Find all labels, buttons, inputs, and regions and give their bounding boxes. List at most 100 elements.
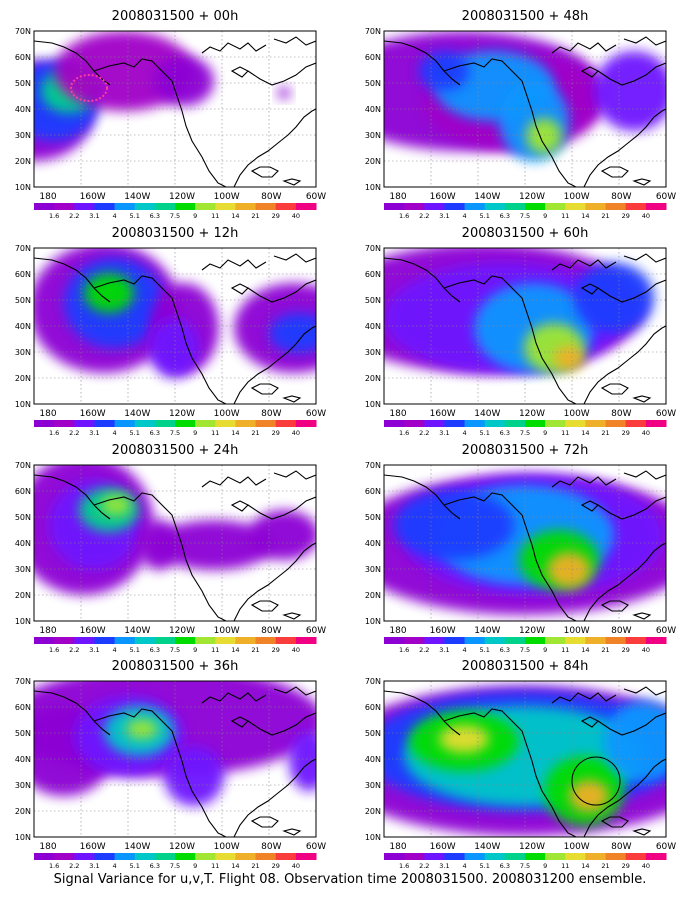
colorbar-swatch (114, 853, 136, 860)
colorbar-label: 14 (231, 862, 239, 870)
colorbar-label: 9 (543, 429, 547, 437)
lon-tick-label: 100W (214, 409, 240, 419)
colorbar-swatch (54, 637, 75, 644)
coastlines (34, 686, 316, 837)
colorbar-swatch (235, 853, 257, 860)
map-panel: 2008031500 + 48h 70N 60N 50N 40N 30N 20N 10N 180… (365, 9, 676, 220)
colorbar-swatch (484, 637, 506, 644)
colorbar-swatch (585, 203, 607, 210)
colorbar-label: 11 (211, 646, 219, 654)
variance-contour (84, 273, 134, 313)
colorbar-swatch (175, 420, 196, 427)
coastline (247, 279, 316, 303)
coastline (632, 178, 652, 186)
colorbar-label: 11 (561, 212, 569, 220)
colorbar-label: 21 (251, 862, 259, 870)
coastline (597, 496, 666, 520)
colorbar-label: 7.5 (170, 429, 180, 437)
map-panel: 2008031500 + 36h 70N 60N 50N 40N 30N 20N 10N 180… (15, 659, 326, 870)
colorbar-swatch (565, 203, 586, 210)
lon-tick-label: 80W (261, 626, 281, 636)
colorbar-swatch (114, 203, 136, 210)
lat-tick-label: 30N (365, 781, 381, 790)
colorbar-swatch (34, 203, 55, 210)
colorbar-label: 4 (463, 212, 467, 220)
lon-tick-label: 100W (564, 626, 590, 636)
coastline (282, 395, 302, 403)
colorbar-swatch (275, 637, 297, 644)
variance-contour (164, 746, 224, 806)
colorbar-swatch (645, 420, 667, 427)
grid-lines (384, 465, 666, 621)
colorbar-swatch (404, 637, 425, 644)
lat-tick-label: 30N (365, 131, 381, 140)
colorbar: 1.6 2.2 3.1 4 5.1 6.3 7.5 9 11 14 21 29 40 (384, 853, 667, 870)
colorbar-label: 7.5 (170, 862, 180, 870)
colorbar-swatch (235, 420, 257, 427)
colorbar-label: 6.3 (150, 646, 160, 654)
colorbar-label: 40 (292, 212, 300, 220)
colorbar-swatch (504, 420, 526, 427)
grid-lines (34, 681, 316, 837)
lat-tick-label: 50N (15, 296, 31, 305)
map-frame (33, 247, 317, 405)
colorbar-swatch (154, 637, 176, 644)
lon-tick-label: 60W (656, 842, 676, 852)
colorbar-swatch (154, 203, 176, 210)
colorbar-label: 29 (622, 429, 630, 437)
colorbar-swatch (134, 637, 156, 644)
colorbar-label: 4 (113, 212, 117, 220)
variance-contour (394, 490, 514, 560)
coastline (443, 275, 577, 404)
coastline (34, 257, 111, 303)
colorbar-label: 29 (272, 212, 280, 220)
colorbar-label: 2.2 (419, 646, 429, 654)
lon-tick-label: 100W (564, 192, 590, 202)
colorbar-label: 14 (231, 212, 239, 220)
colorbar-swatch (585, 420, 607, 427)
grid-lines (384, 681, 666, 837)
colorbar-swatch (565, 637, 586, 644)
variance-contour (154, 520, 274, 570)
coastline (233, 325, 316, 404)
lon-tick-label: 120W (519, 842, 545, 852)
lat-tick-label: 30N (15, 565, 31, 574)
colorbar-swatch (404, 203, 425, 210)
lat-tick-label: 60N (15, 270, 31, 279)
lon-tick-label: 120W (169, 626, 195, 636)
lon-tick-label: 160W (430, 842, 456, 852)
lon-tick-label: 140W (124, 192, 150, 202)
colorbar: 1.6 2.2 3.1 4 5.1 6.3 7.5 9 11 14 21 29 40 (34, 420, 317, 437)
coastline (597, 712, 666, 736)
coastline (443, 492, 577, 621)
colorbar-label: 3.1 (89, 646, 99, 654)
lon-tick-label: 120W (519, 192, 545, 202)
colorbar-label: 5.1 (480, 646, 490, 654)
lon-tick-label: 80W (611, 409, 631, 419)
coastline (233, 758, 316, 837)
lat-tick-label: 60N (15, 53, 31, 62)
lat-tick-label: 60N (365, 270, 381, 279)
lon-tick-label: 180 (389, 626, 406, 636)
colorbar: 1.6 2.2 3.1 4 5.1 6.3 7.5 9 11 14 21 29 40 (34, 203, 317, 220)
colorbar-swatch (154, 420, 176, 427)
map-panel: 2008031500 + 12h 70N 60N 50N 40N 30N 20N 10N 180… (15, 226, 326, 437)
coastline (580, 500, 599, 512)
colorbar-swatch (605, 853, 627, 860)
colorbar-label: 14 (581, 429, 589, 437)
variance-contour (569, 780, 609, 812)
colorbar: 1.6 2.2 3.1 4 5.1 6.3 7.5 9 11 14 21 29 40 (384, 637, 667, 654)
lat-tick-label: 10N (365, 183, 381, 192)
colorbar-label: 14 (231, 429, 239, 437)
coastline (273, 253, 316, 263)
coastline (623, 686, 666, 696)
lat-tick-label: 60N (365, 53, 381, 62)
lon-tick-label: 180 (389, 192, 406, 202)
coastline (632, 612, 652, 620)
coastline (580, 66, 599, 78)
coastline (600, 383, 629, 395)
coastline (230, 500, 249, 512)
colorbar-swatch (464, 420, 486, 427)
colorbar-swatch (295, 853, 317, 860)
colorbar-swatch (295, 203, 317, 210)
